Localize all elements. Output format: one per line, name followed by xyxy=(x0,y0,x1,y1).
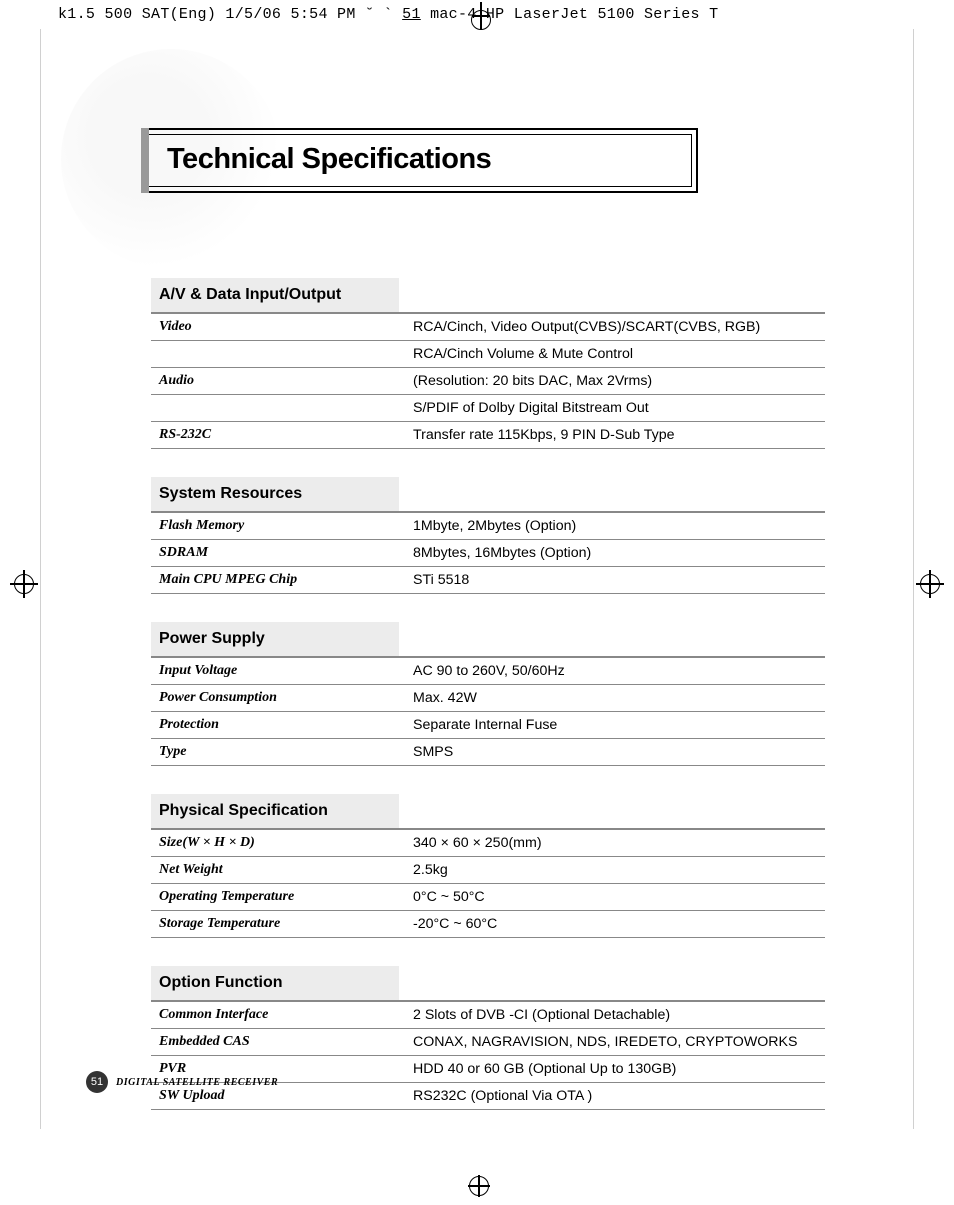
spec-value: 2 Slots of DVB -CI (Optional Detachable) xyxy=(407,1002,825,1029)
spec-label: RS-232C xyxy=(151,422,407,449)
page-number-badge: 51 xyxy=(86,1071,108,1093)
section-heading: Physical Specification xyxy=(151,794,399,828)
table-row: VideoRCA/Cinch, Video Output(CVBS)/SCART… xyxy=(151,314,825,341)
spec-label: Operating Temperature xyxy=(151,884,407,911)
table-row: Flash Memory1Mbyte, 2Mbytes (Option) xyxy=(151,513,825,540)
table-row: Input VoltageAC 90 to 260V, 50/60Hz xyxy=(151,658,825,685)
table-row: RCA/Cinch Volume & Mute Control xyxy=(151,341,825,368)
spec-label: Audio xyxy=(151,368,407,395)
spec-value: HDD 40 or 60 GB (Optional Up to 130GB) xyxy=(407,1056,825,1083)
spec-table: Size(W × H × D)340 × 60 × 250(mm)Net Wei… xyxy=(151,830,825,938)
spec-value: Max. 42W xyxy=(407,685,825,712)
spec-value: 0°C ~ 50°C xyxy=(407,884,825,911)
spec-label: Main CPU MPEG Chip xyxy=(151,567,407,594)
spec-label: Size(W × H × D) xyxy=(151,830,407,857)
table-row: Embedded CASCONAX, NAGRAVISION, NDS, IRE… xyxy=(151,1029,825,1056)
table-row: Common Interface2 Slots of DVB -CI (Opti… xyxy=(151,1002,825,1029)
spec-content: A/V & Data Input/OutputVideoRCA/Cinch, V… xyxy=(151,278,825,1110)
spec-label: Storage Temperature xyxy=(151,911,407,938)
spec-label: Power Consumption xyxy=(151,685,407,712)
table-row: Storage Temperature-20°C ~ 60°C xyxy=(151,911,825,938)
spec-value: STi 5518 xyxy=(407,567,825,594)
table-row: Net Weight2.5kg xyxy=(151,857,825,884)
section-heading: System Resources xyxy=(151,477,399,511)
page-title: Technical Specifications xyxy=(167,143,491,176)
spec-table: Common Interface2 Slots of DVB -CI (Opti… xyxy=(151,1002,825,1110)
table-row: Power ConsumptionMax. 42W xyxy=(151,685,825,712)
section-heading: Option Function xyxy=(151,966,399,1000)
table-row: Size(W × H × D)340 × 60 × 250(mm) xyxy=(151,830,825,857)
page-footer: 51 DIGITAL SATELLITE RECEIVER xyxy=(86,1071,278,1093)
title-box: Technical Specifications xyxy=(149,128,698,193)
spec-table: VideoRCA/Cinch, Video Output(CVBS)/SCART… xyxy=(151,314,825,449)
spec-value: 8Mbytes, 16Mbytes (Option) xyxy=(407,540,825,567)
spec-value: CONAX, NAGRAVISION, NDS, IREDETO, CRYPTO… xyxy=(407,1029,825,1056)
spec-value: Transfer rate 115Kbps, 9 PIN D-Sub Type xyxy=(407,422,825,449)
table-row: ProtectionSeparate Internal Fuse xyxy=(151,712,825,739)
spec-label: Type xyxy=(151,739,407,766)
spec-table: Input VoltageAC 90 to 260V, 50/60HzPower… xyxy=(151,658,825,766)
table-row: RS-232CTransfer rate 115Kbps, 9 PIN D-Su… xyxy=(151,422,825,449)
table-row: S/PDIF of Dolby Digital Bitstream Out xyxy=(151,395,825,422)
spec-label xyxy=(151,341,407,368)
header-right: mac-4 HP LaserJet 5100 Series T xyxy=(421,6,719,23)
spec-value: SMPS xyxy=(407,739,825,766)
spec-label: Protection xyxy=(151,712,407,739)
spec-label: Flash Memory xyxy=(151,513,407,540)
spec-value: RCA/Cinch Volume & Mute Control xyxy=(407,341,825,368)
spec-value: (Resolution: 20 bits DAC, Max 2Vrms) xyxy=(407,368,825,395)
table-row: Main CPU MPEG ChipSTi 5518 xyxy=(151,567,825,594)
registration-mark-left-icon xyxy=(10,570,38,598)
spec-label: SDRAM xyxy=(151,540,407,567)
page-body: Technical Specifications A/V & Data Inpu… xyxy=(40,29,914,1129)
table-row: TypeSMPS xyxy=(151,739,825,766)
spec-label: Net Weight xyxy=(151,857,407,884)
spec-value: AC 90 to 260V, 50/60Hz xyxy=(407,658,825,685)
header-page: 51 xyxy=(402,6,421,23)
spec-value: 340 × 60 × 250(mm) xyxy=(407,830,825,857)
spec-value: 1Mbyte, 2Mbytes (Option) xyxy=(407,513,825,540)
registration-mark-right-icon xyxy=(916,570,944,598)
spec-label: Video xyxy=(151,314,407,341)
spec-value: RS232C (Optional Via OTA ) xyxy=(407,1083,825,1110)
spec-value: -20°C ~ 60°C xyxy=(407,911,825,938)
section-heading: Power Supply xyxy=(151,622,399,656)
table-row: SDRAM8Mbytes, 16Mbytes (Option) xyxy=(151,540,825,567)
footer-text: DIGITAL SATELLITE RECEIVER xyxy=(116,1077,278,1088)
registration-circle-icon xyxy=(471,10,491,30)
table-row: Audio(Resolution: 20 bits DAC, Max 2Vrms… xyxy=(151,368,825,395)
spec-table: Flash Memory1Mbyte, 2Mbytes (Option)SDRA… xyxy=(151,513,825,594)
table-row: Operating Temperature0°C ~ 50°C xyxy=(151,884,825,911)
spec-value: S/PDIF of Dolby Digital Bitstream Out xyxy=(407,395,825,422)
spec-label: Common Interface xyxy=(151,1002,407,1029)
spec-value: RCA/Cinch, Video Output(CVBS)/SCART(CVBS… xyxy=(407,314,825,341)
spec-label: Embedded CAS xyxy=(151,1029,407,1056)
section-heading: A/V & Data Input/Output xyxy=(151,278,399,312)
header-left: k1.5 500 SAT(Eng) 1/5/06 5:54 PM ˘ ` xyxy=(58,6,402,23)
spec-value: 2.5kg xyxy=(407,857,825,884)
spec-label xyxy=(151,395,407,422)
spec-value: Separate Internal Fuse xyxy=(407,712,825,739)
registration-mark-bottom-icon xyxy=(468,1175,490,1197)
spec-label: Input Voltage xyxy=(151,658,407,685)
